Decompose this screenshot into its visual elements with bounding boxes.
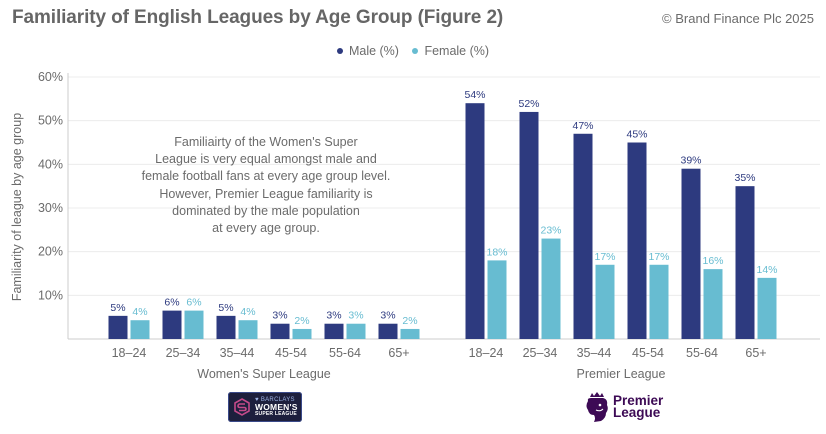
data-label-male: 52% <box>518 98 539 110</box>
premier-league-logo: Premier League <box>584 390 663 424</box>
data-label-female: 23% <box>540 225 561 237</box>
annotation-line: female football fans at every age group … <box>141 169 391 184</box>
chart-legend: Male (%) Female (%) <box>0 43 826 58</box>
data-label-male: 47% <box>572 120 593 132</box>
legend-female-label: Female (%) <box>424 44 490 58</box>
wsl-logo-title: WOMEN'S <box>255 402 298 413</box>
y-tick-label: 30% <box>38 201 63 215</box>
y-tick-label: 40% <box>38 157 63 171</box>
bar-female[interactable] <box>292 328 312 339</box>
data-label-female: 2% <box>402 315 417 327</box>
bar-male[interactable] <box>108 315 128 339</box>
bar-male[interactable] <box>681 168 701 339</box>
y-tick-label: 50% <box>38 114 63 128</box>
womens-super-league-logo: ♥ BARCLAYS WOMEN'S SUPER LEAGUE <box>228 392 302 422</box>
bar-male[interactable] <box>324 323 344 339</box>
data-label-female: 2% <box>294 315 309 327</box>
data-label-female: 4% <box>132 306 147 318</box>
data-label-male: 35% <box>734 172 755 184</box>
x-tick-label: 18–24 <box>469 346 504 360</box>
bar-male[interactable] <box>378 323 398 339</box>
bar-female[interactable] <box>757 277 777 339</box>
bar-male[interactable] <box>573 133 593 339</box>
data-labels: 5% 4% 6% 6% 5% 4% 3% 2% 3% 3% 3% 2% 54% 18% 52% 23% 47% 1… <box>110 89 777 327</box>
data-label-male: 3% <box>380 310 395 322</box>
bar-male[interactable] <box>216 315 236 339</box>
bar-male[interactable] <box>162 310 182 339</box>
legend-male-dot-icon <box>336 48 343 54</box>
data-label-male: 3% <box>326 310 341 322</box>
group-label: Premier League <box>577 367 666 381</box>
bar-female[interactable] <box>703 269 723 339</box>
x-tick-label: 35–44 <box>577 346 612 360</box>
bars <box>108 103 777 340</box>
bar-female[interactable] <box>238 320 258 339</box>
pl-logo-line1: Premier <box>613 393 664 408</box>
wsl-logo-subtitle: SUPER LEAGUE <box>255 410 297 417</box>
data-label-male: 5% <box>110 302 125 314</box>
bar-male[interactable] <box>735 186 755 339</box>
data-label-female: 14% <box>756 264 777 276</box>
annotation-line: However, Premier League familiarity is <box>159 186 373 201</box>
annotation-text: Familiairty of the Women's Super League … <box>126 134 406 237</box>
data-label-male: 3% <box>272 310 287 322</box>
bar-female[interactable] <box>346 323 366 339</box>
data-label-female: 17% <box>594 251 615 263</box>
annotation-line: League is very equal amongst male and <box>155 152 377 167</box>
bar-female[interactable] <box>130 320 150 339</box>
data-label-male: 54% <box>464 89 485 101</box>
data-label-female: 16% <box>702 255 723 267</box>
legend-item-male[interactable]: Male (%) <box>336 44 399 58</box>
copyright-notice: © Brand Finance Plc 2025 <box>662 11 814 26</box>
bar-female[interactable] <box>487 260 507 339</box>
wsl-logo-sponsor: ♥ BARCLAYS <box>255 397 295 404</box>
x-tick-label: 45-54 <box>275 346 307 360</box>
x-tick-label: 18–24 <box>112 346 147 360</box>
x-tick-label: 35–44 <box>220 346 255 360</box>
x-tick-label: 65+ <box>388 346 409 360</box>
legend-male-label: Male (%) <box>348 44 399 58</box>
y-axis-label: Familiarity of league by age group <box>10 113 24 301</box>
wsl-emblem-icon <box>234 398 250 416</box>
x-tick-label: 55-64 <box>329 346 361 360</box>
chart-title: Familiarity of English Leagues by Age Gr… <box>12 7 504 28</box>
y-tick-label: 20% <box>38 245 63 259</box>
data-label-male: 6% <box>164 297 179 309</box>
bar-male[interactable] <box>519 111 539 339</box>
bar-male[interactable] <box>465 103 485 339</box>
legend-item-female[interactable]: Female (%) <box>412 44 489 58</box>
x-tick-label: 65+ <box>745 346 766 360</box>
data-label-male: 5% <box>218 302 233 314</box>
y-tick-label: 10% <box>38 288 63 302</box>
premier-league-lion-icon <box>586 392 608 422</box>
bar-female[interactable] <box>184 310 204 339</box>
pl-logo-line2: League <box>613 405 661 420</box>
data-label-male: 39% <box>680 155 701 167</box>
bar-female[interactable] <box>400 328 420 339</box>
x-tick-label: 25–34 <box>166 346 201 360</box>
data-label-female: 3% <box>348 310 363 322</box>
bar-male[interactable] <box>270 323 290 339</box>
data-label-female: 4% <box>240 306 255 318</box>
group-label: Women's Super League <box>197 367 331 381</box>
bar-female[interactable] <box>595 264 615 339</box>
data-label-male: 45% <box>626 129 647 141</box>
data-label-female: 18% <box>486 246 507 258</box>
x-tick-label: 45-54 <box>632 346 664 360</box>
annotation-line: Familiairty of the Women's Super <box>174 135 358 149</box>
data-label-female: 6% <box>186 297 201 309</box>
bar-male[interactable] <box>627 142 647 340</box>
bar-female[interactable] <box>541 238 561 339</box>
y-tick-label: 60% <box>38 70 63 84</box>
legend-female-dot-icon <box>412 48 419 54</box>
bar-female[interactable] <box>649 264 669 339</box>
x-tick-label: 25–34 <box>523 346 558 360</box>
annotation-line: at every age group. <box>212 221 320 236</box>
data-label-female: 17% <box>648 251 669 263</box>
x-tick-label: 55-64 <box>686 346 718 360</box>
annotation-line: dominated by the male population <box>172 203 360 218</box>
